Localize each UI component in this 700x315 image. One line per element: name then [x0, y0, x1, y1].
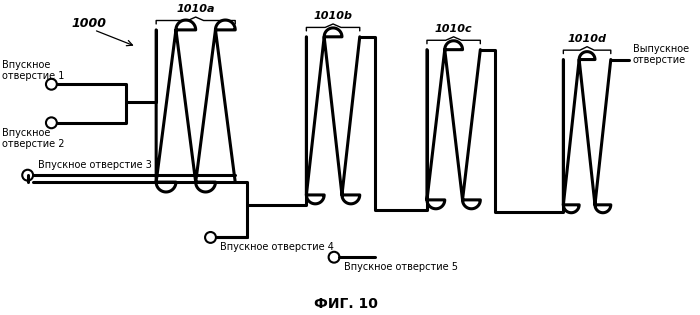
Text: 1010b: 1010b: [314, 11, 353, 21]
Text: ФИГ. 10: ФИГ. 10: [314, 297, 378, 311]
Text: Впускное отверстие 4: Впускное отверстие 4: [220, 242, 335, 252]
Text: Выпускное
отверстие: Выпускное отверстие: [633, 44, 689, 66]
Text: Впускное отверстие 3: Впускное отверстие 3: [38, 160, 151, 170]
Text: Впускное
отверстие 1: Впускное отверстие 1: [2, 60, 64, 81]
Text: Впускное отверстие 5: Впускное отверстие 5: [344, 262, 458, 272]
Text: 1000: 1000: [71, 17, 106, 31]
Text: Впускное
отверстие 2: Впускное отверстие 2: [2, 128, 64, 149]
Text: 1010d: 1010d: [568, 34, 607, 44]
Text: 1010a: 1010a: [176, 4, 215, 14]
Text: 1010c: 1010c: [435, 24, 472, 34]
